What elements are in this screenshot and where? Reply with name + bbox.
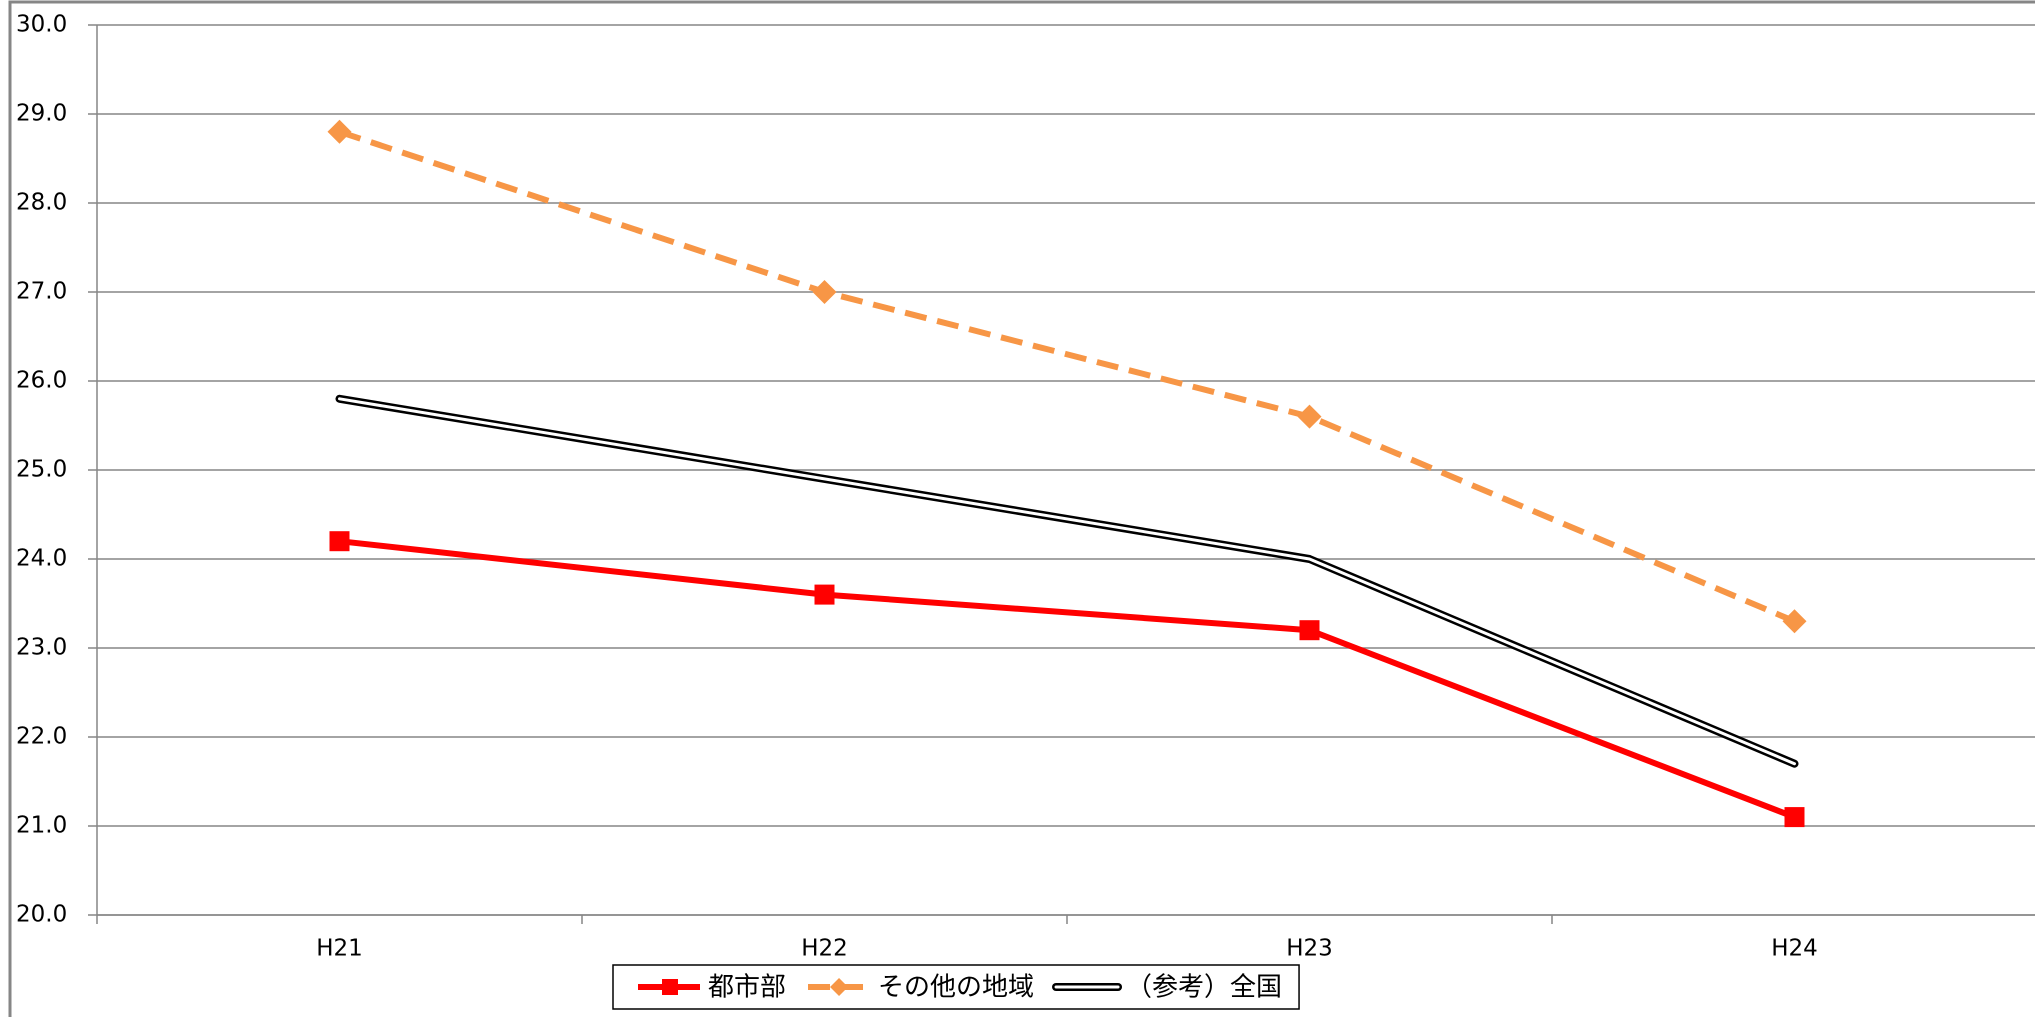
legend-label: （参考）全国 bbox=[1126, 973, 1282, 1003]
series-line bbox=[338, 128, 1796, 625]
y-tick-label: 20.0 bbox=[16, 902, 67, 928]
y-tick-label: 27.0 bbox=[16, 279, 67, 305]
x-tick-label: H24 bbox=[1771, 936, 1818, 962]
x-tick-label: H23 bbox=[1286, 936, 1333, 962]
marker bbox=[814, 584, 835, 605]
series-line bbox=[339, 538, 1796, 820]
marker bbox=[1297, 404, 1322, 429]
y-tick-label: 23.0 bbox=[16, 635, 67, 661]
x-tick-label: H21 bbox=[316, 936, 363, 962]
marker bbox=[1782, 609, 1807, 634]
legend: 都市部 その他の地域 （参考）全国 bbox=[612, 964, 1300, 1010]
legend-label: 都市部 bbox=[708, 973, 786, 1003]
marker bbox=[1299, 620, 1320, 641]
y-tick-label: 28.0 bbox=[16, 190, 67, 216]
y-tick-label: 21.0 bbox=[16, 813, 67, 839]
marker bbox=[812, 280, 837, 304]
marker bbox=[327, 119, 352, 144]
legend-marker bbox=[830, 978, 849, 996]
legend-label: その他の地域 bbox=[878, 973, 1034, 1003]
plot bbox=[327, 119, 1807, 828]
series-line-inner bbox=[338, 397, 1796, 766]
y-tick-label: 30.0 bbox=[16, 12, 67, 38]
marker bbox=[329, 531, 350, 552]
marker bbox=[1784, 807, 1805, 828]
y-tick-label: 29.0 bbox=[16, 101, 67, 127]
y-tick-label: 22.0 bbox=[16, 724, 67, 750]
legend-frame bbox=[612, 964, 1300, 1010]
y-tick-label: 25.0 bbox=[16, 457, 67, 483]
x-tick-label: H22 bbox=[801, 936, 848, 962]
grid: 20.0 21.0 22.0 23.0 24.0 25.0 26.0 27.0 28.0 29.0… bbox=[16, 12, 2035, 962]
legend-marker bbox=[662, 979, 678, 995]
y-tick-label: 24.0 bbox=[16, 546, 67, 572]
y-tick-label: 26.0 bbox=[16, 368, 67, 394]
